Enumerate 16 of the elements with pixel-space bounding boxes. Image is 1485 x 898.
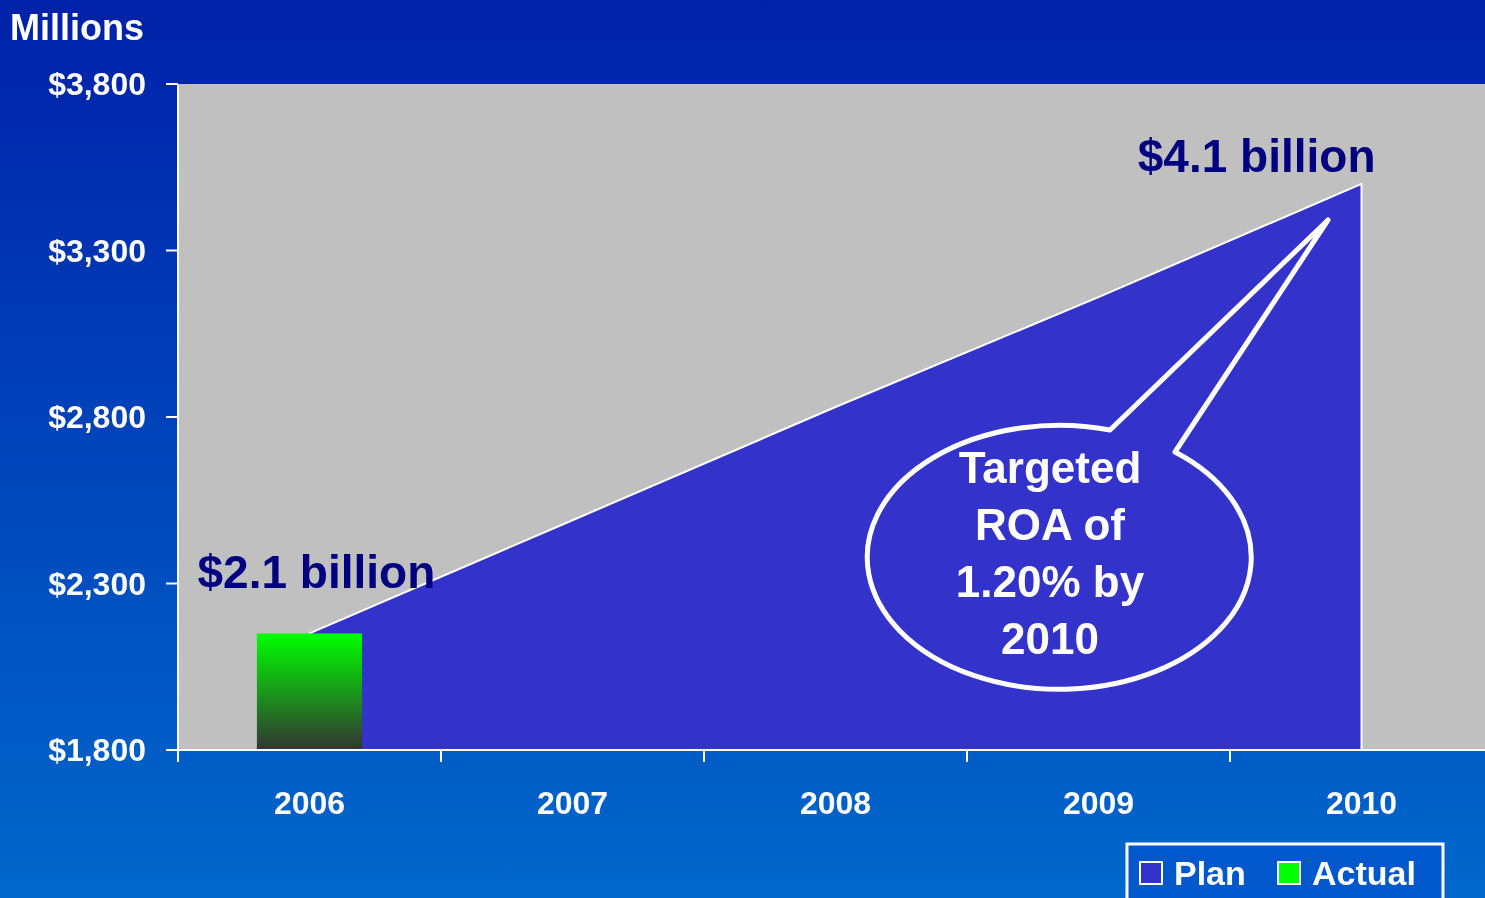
x-tick-label: 2006 <box>273 785 346 821</box>
annotation: Targeted ROA of 1.20% by 2010 <box>955 442 1145 663</box>
x-tick-label: 2009 <box>1062 785 1135 821</box>
y-tick-label: $2,800 <box>48 399 146 436</box>
y-tick-label: $3,800 <box>48 66 146 103</box>
x-tick-label: 2010 <box>1325 785 1398 821</box>
legend-label: Plan <box>1174 853 1246 892</box>
legend-label: Actual <box>1312 853 1416 892</box>
y-tick-label: $2,300 <box>48 565 146 602</box>
y-tick-label: $1,800 <box>48 732 146 769</box>
annotation: $4.1 billion <box>1137 129 1376 182</box>
y-axis-title: Millions <box>10 7 144 48</box>
y-tick-label: $3,300 <box>48 232 146 269</box>
x-tick-label: 2008 <box>799 785 872 821</box>
annotation: $2.1 billion <box>197 546 436 599</box>
x-tick-label: 2007 <box>536 785 609 821</box>
